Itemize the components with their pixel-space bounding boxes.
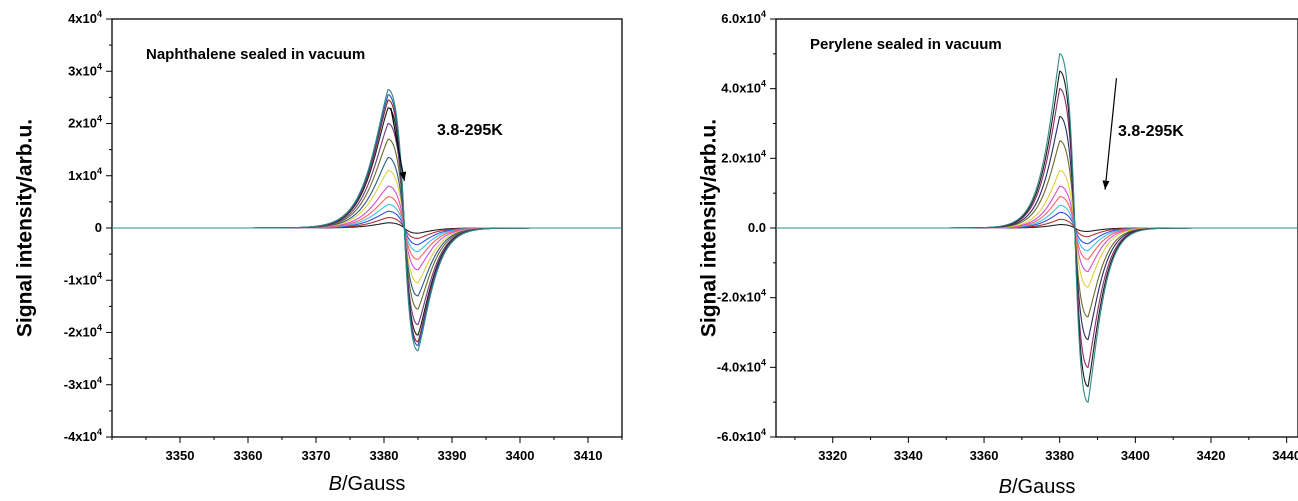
y-tick-label: 4.0x104 (721, 79, 766, 96)
x-tick-label: 3320 (818, 448, 847, 463)
trend-arrow-head (1102, 180, 1110, 190)
y-tick-label: 4x104 (68, 9, 102, 26)
y-tick-label: -4.0x104 (717, 357, 766, 374)
series-line (776, 53, 1298, 403)
x-tick-label: 3380 (370, 448, 399, 463)
trend-arrow (1104, 78, 1118, 190)
x-tick-label: 3440 (1272, 448, 1298, 463)
y-tick-label: -6.0x104 (717, 427, 766, 444)
y-tick-label: 0 (95, 220, 102, 235)
x-tick-label: 3390 (438, 448, 467, 463)
x-tick-label: 3380 (1045, 448, 1074, 463)
y-tick-label: 0.0 (748, 220, 766, 235)
y-tick-label: -4x104 (64, 427, 102, 444)
panel-annotation: Naphthalene sealed in vacuum (146, 46, 365, 63)
x-tick-label: 3400 (1121, 448, 1150, 463)
x-tick-label: 3370 (302, 448, 331, 463)
x-tick-label: 3410 (574, 448, 603, 463)
series-group (112, 88, 622, 352)
y-tick-label: 6.0x104 (721, 9, 766, 26)
series-line (112, 94, 622, 347)
x-tick-label: 3350 (166, 448, 195, 463)
y-tick-label: -2x104 (64, 323, 102, 340)
chart-panel-1: 3350 3360 3370 3380 3390 3400 3410 4x104 3x104 2x… (14, 9, 623, 495)
y-axis-title: Signal intensity/arb.u. (698, 119, 721, 337)
series-line (776, 70, 1298, 388)
x-axis-title: B/Gauss (999, 476, 1076, 498)
x-tick-label: 3420 (1197, 448, 1226, 463)
chart-panel-2: 3320 3340 3360 3380 3400 3420 3440 6.0x104 4.0x1… (698, 9, 1298, 498)
series-line (112, 88, 622, 352)
y-tick-label: 2.0x104 (721, 148, 766, 165)
y-axis-title: Signal intensity/arb.u. (14, 119, 37, 337)
panel-annotation: Perylene sealed in vacuum (810, 36, 1002, 53)
trend-arrow-head (399, 171, 407, 181)
x-tick-label: 3340 (894, 448, 923, 463)
x-tick-label: 3360 (970, 448, 999, 463)
trend-arrow (390, 107, 405, 182)
y-tick-label: -1x104 (64, 270, 102, 287)
y-tick-label: 1x104 (68, 166, 102, 183)
temperature-label: 3.8-295K (437, 122, 503, 139)
series-group (776, 53, 1298, 403)
y-tick-label: -3x104 (64, 375, 102, 392)
series-line (776, 140, 1298, 318)
series-line (776, 185, 1298, 273)
y-tick-label: 3x104 (68, 61, 102, 78)
x-tick-label: 3360 (234, 448, 263, 463)
x-tick-label: 3400 (506, 448, 535, 463)
x-axis-title: B/Gauss (329, 473, 406, 495)
y-tick-label: -2.0x104 (717, 288, 766, 305)
temperature-label: 3.8-295K (1118, 123, 1184, 140)
y-tick-label: 2x104 (68, 114, 102, 131)
